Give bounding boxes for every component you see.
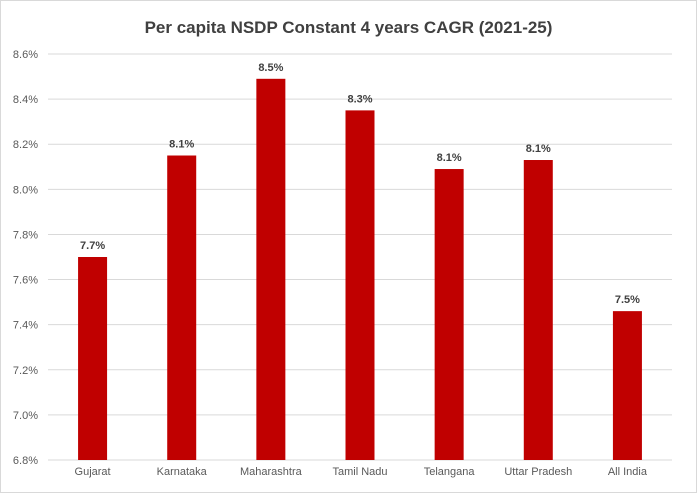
bar	[167, 155, 197, 460]
bar	[434, 169, 464, 461]
data-label: 7.5%	[615, 294, 640, 306]
y-tick-label: 8.6%	[13, 49, 38, 61]
y-tick-label: 7.4%	[13, 320, 38, 332]
data-label: 8.1%	[437, 152, 462, 164]
y-tick-label: 7.8%	[13, 229, 38, 241]
y-axis-ticks: 6.8% 7.0% 7.2% 7.4% 7.6% 7.8% 8.0% 8.2% 8.4% 8.6%	[13, 49, 38, 467]
bar	[523, 160, 553, 460]
data-labels: 7.7% 8.1% 8.5% 8.3% 8.1% 8.1% 7.5%	[80, 62, 640, 306]
bars	[78, 78, 642, 461]
bar	[78, 257, 108, 460]
x-tick-label: Uttar Pradesh	[504, 466, 572, 478]
y-tick-label: 7.2%	[13, 365, 38, 377]
x-tick-label: Maharashtra	[240, 466, 303, 478]
y-tick-label: 8.0%	[13, 184, 38, 196]
data-label: 8.1%	[526, 143, 551, 155]
y-tick-label: 7.6%	[13, 275, 38, 287]
x-tick-label: Telangana	[424, 466, 476, 478]
bar	[256, 78, 286, 461]
bar	[345, 110, 375, 460]
x-tick-label: Tamil Nadu	[332, 466, 387, 478]
y-tick-label: 8.4%	[13, 94, 38, 106]
data-label: 8.3%	[347, 93, 372, 105]
x-tick-label: Gujarat	[75, 466, 111, 478]
data-label: 8.1%	[169, 139, 194, 151]
y-tick-label: 6.8%	[13, 455, 38, 467]
x-axis-ticks: Gujarat Karnataka Maharashtra Tamil Nadu Tel…	[75, 466, 648, 478]
data-label: 7.7%	[80, 240, 105, 252]
data-label: 8.5%	[258, 62, 283, 74]
x-tick-label: All India	[608, 466, 648, 478]
chart-title: Per capita NSDP Constant 4 years CAGR (2…	[144, 18, 553, 37]
bar	[612, 311, 642, 460]
x-tick-label: Karnataka	[157, 466, 208, 478]
y-tick-label: 7.0%	[13, 410, 38, 422]
y-tick-label: 8.2%	[13, 139, 38, 151]
